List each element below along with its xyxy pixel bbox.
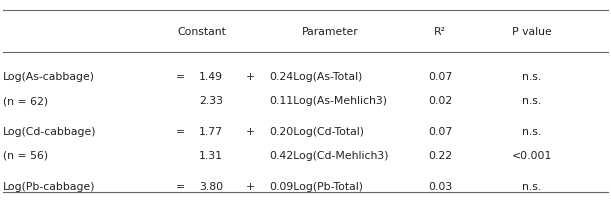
Text: 2.33: 2.33 (199, 96, 223, 106)
Text: +: + (246, 182, 255, 192)
Text: (n = 56): (n = 56) (3, 151, 48, 161)
Text: 0.03: 0.03 (428, 182, 452, 192)
Text: n.s.: n.s. (522, 96, 541, 106)
Text: 0.07: 0.07 (428, 72, 452, 82)
Text: Parameter: Parameter (302, 27, 358, 37)
Text: n.s.: n.s. (522, 72, 541, 82)
Text: 0.11Log(As-Mehlich3): 0.11Log(As-Mehlich3) (269, 96, 387, 106)
Text: 0.22: 0.22 (428, 151, 452, 161)
Text: <0.001: <0.001 (511, 151, 552, 161)
Text: 1.49: 1.49 (199, 72, 223, 82)
Text: Log(Pb-cabbage): Log(Pb-cabbage) (3, 182, 95, 192)
Text: +: + (246, 127, 255, 137)
Text: P value: P value (511, 27, 552, 37)
Text: =: = (176, 127, 185, 137)
Text: 0.24Log(As-Total): 0.24Log(As-Total) (269, 72, 362, 82)
Text: 0.09Log(Pb-Total): 0.09Log(Pb-Total) (269, 182, 363, 192)
Text: (n = 62): (n = 62) (3, 96, 48, 106)
Text: 1.77: 1.77 (199, 127, 223, 137)
Text: n.s.: n.s. (522, 182, 541, 192)
Text: R²: R² (434, 27, 446, 37)
Text: n.s.: n.s. (522, 127, 541, 137)
Text: Log(As-cabbage): Log(As-cabbage) (3, 72, 95, 82)
Text: +: + (246, 72, 255, 82)
Text: 3.80: 3.80 (199, 182, 223, 192)
Text: 0.42Log(Cd-Mehlich3): 0.42Log(Cd-Mehlich3) (269, 151, 389, 161)
Text: 0.02: 0.02 (428, 96, 452, 106)
Text: =: = (176, 72, 185, 82)
Text: 0.20Log(Cd-Total): 0.20Log(Cd-Total) (269, 127, 364, 137)
Text: Log(Cd-cabbage): Log(Cd-cabbage) (3, 127, 97, 137)
Text: Constant: Constant (177, 27, 226, 37)
Text: 1.31: 1.31 (199, 151, 223, 161)
Text: =: = (176, 182, 185, 192)
Text: 0.07: 0.07 (428, 127, 452, 137)
